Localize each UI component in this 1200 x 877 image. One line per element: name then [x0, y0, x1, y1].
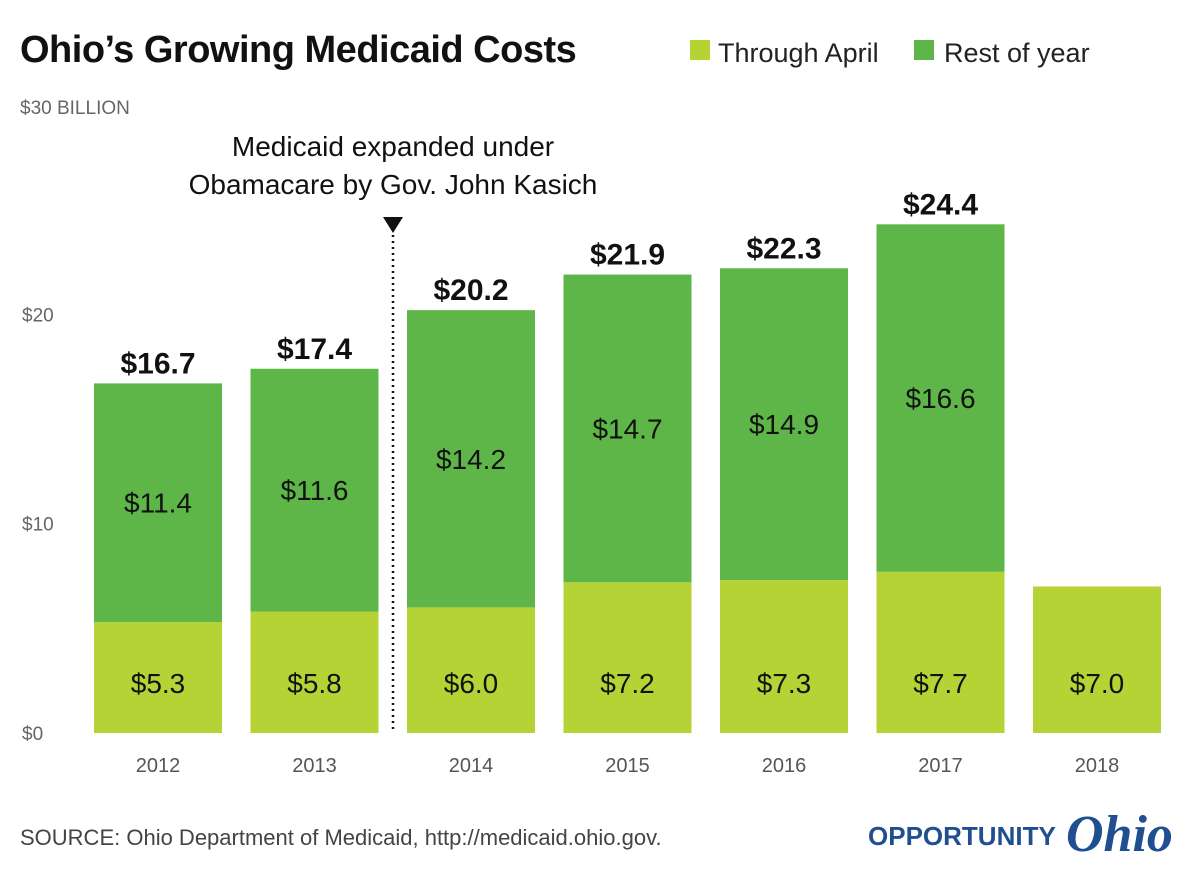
footer: SOURCE: Ohio Department of Medicaid, htt… — [20, 806, 1173, 863]
bar-segment-rest-of-year — [94, 383, 222, 623]
annotation-line-1: Medicaid expanded under — [232, 131, 554, 162]
bar-total-label: $17.4 — [277, 333, 352, 366]
bar-segment-through-april — [720, 580, 848, 733]
segment-value-label: $11.6 — [281, 475, 349, 506]
bar-group-2015: $7.2 $14.7 $21.9 — [563, 239, 692, 733]
opportunity-ohio-logo: OPPORTUNITY Ohio — [868, 806, 1173, 863]
y-tick-label: $0 — [22, 724, 43, 745]
logo-word-ohio: Ohio — [1066, 806, 1173, 863]
bar-group-2014: $6.0 $14.2 $20.2 — [407, 274, 535, 733]
x-tick-label: 2018 — [1075, 755, 1120, 777]
legend: Through April Rest of year — [690, 38, 1090, 68]
annotation-arrow — [383, 217, 403, 233]
x-tick-label: 2017 — [918, 755, 963, 777]
x-tick-label: 2016 — [762, 755, 807, 777]
x-tick-label: 2014 — [449, 755, 494, 777]
legend-swatch-rest-of-year — [914, 40, 934, 60]
bar-segment-through-april — [407, 607, 535, 733]
annotation: Medicaid expanded under Obamacare by Gov… — [189, 131, 598, 733]
bar-total-label: $24.4 — [903, 188, 978, 221]
bar-group-2016: $7.3 $14.9 $22.3 — [720, 232, 848, 733]
annotation-line-2: Obamacare by Gov. John Kasich — [189, 169, 598, 200]
segment-value-label: $16.6 — [905, 383, 975, 414]
bar-segment-through-april — [563, 582, 692, 733]
bar-segment-rest-of-year — [720, 268, 848, 581]
chart-title: Ohio’s Growing Medicaid Costs — [20, 29, 576, 71]
x-tick-label: 2015 — [605, 755, 650, 777]
legend-label-rest-of-year: Rest of year — [944, 38, 1090, 68]
bar-total-label: $20.2 — [433, 274, 508, 307]
bar-segment-rest-of-year — [407, 310, 535, 608]
bar-total-label: $22.3 — [746, 232, 821, 265]
segment-value-label: $14.2 — [436, 444, 506, 475]
bar-segment-through-april — [876, 571, 1005, 733]
segment-value-label: $11.4 — [124, 488, 192, 519]
y-axis: $0 $10 $20 — [22, 305, 54, 745]
source-note: SOURCE: Ohio Department of Medicaid, htt… — [20, 825, 662, 850]
logo-word-opportunity: OPPORTUNITY — [868, 821, 1056, 851]
bar-group-2017: $7.7 $16.6 $24.4 — [876, 188, 1005, 733]
segment-value-label: $7.7 — [913, 668, 968, 699]
segment-value-label: $7.3 — [757, 668, 812, 699]
x-axis: 2012 2013 2014 2015 2016 2017 2018 — [136, 755, 1120, 777]
bar-segment-rest-of-year — [563, 274, 692, 583]
legend-label-through-april: Through April — [718, 38, 879, 68]
bar-total-label: $21.9 — [590, 239, 665, 272]
bar-group-2012: $5.3 $11.4 $16.7 — [94, 347, 222, 733]
bar-segment-through-april — [250, 611, 379, 733]
legend-swatch-through-april — [690, 40, 710, 60]
y-unit-label: $30 BILLION — [20, 98, 130, 119]
segment-value-label: $14.7 — [592, 413, 662, 444]
bar-group-2018: $7.0 — [1033, 586, 1161, 733]
bar-segment-rest-of-year — [876, 224, 1005, 572]
bar-segment-through-april — [94, 622, 222, 733]
bar-segment-through-april — [1033, 586, 1161, 733]
segment-value-label: $5.3 — [131, 668, 186, 699]
bar-total-label: $16.7 — [120, 347, 195, 380]
x-tick-label: 2013 — [292, 755, 337, 777]
y-tick-label: $10 — [22, 515, 54, 536]
x-tick-label: 2012 — [136, 755, 181, 777]
bar-segment-rest-of-year — [250, 368, 379, 612]
segment-value-label: $7.2 — [600, 668, 655, 699]
bar-group-2013: $5.8 $11.6 $17.4 — [250, 333, 379, 733]
segment-value-label: $7.0 — [1070, 668, 1125, 699]
segment-value-label: $6.0 — [444, 668, 499, 699]
segment-value-label: $14.9 — [749, 409, 819, 440]
segment-value-label: $5.8 — [287, 668, 342, 699]
bars: $5.3 $11.4 $16.7 $5.8 $11.6 $17.4 $6.0 $14.2 $20… — [94, 188, 1161, 733]
y-tick-label: $20 — [22, 305, 54, 326]
